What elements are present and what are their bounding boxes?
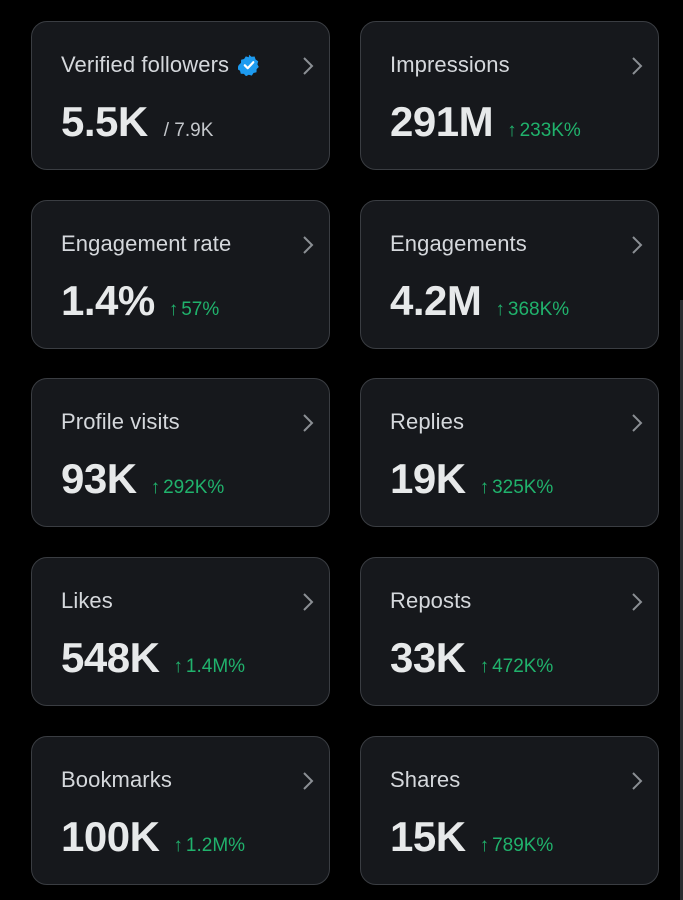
up-arrow-icon: ↑ (479, 477, 490, 498)
card-value-row: 548K ↑ 1.4M% (61, 634, 245, 682)
card-title-row: Likes (61, 588, 113, 614)
card-delta-value: 472K% (492, 656, 554, 677)
card-value: 1.4% (61, 277, 155, 324)
chevron-right-icon (301, 55, 315, 77)
card-value-row: 93K ↑ 292K% (61, 455, 224, 503)
up-arrow-icon: ↑ (173, 656, 183, 677)
up-arrow-icon: ↑ (495, 299, 505, 320)
card-profile-visits[interactable]: Profile visits 93K ↑ 292K% (31, 378, 330, 527)
card-title: Verified followers (61, 52, 230, 77)
chevron-right-icon (301, 412, 315, 434)
up-arrow-icon: ↑ (168, 299, 179, 320)
scrollbar[interactable] (680, 300, 683, 900)
card-delta: ↑ 57% (169, 299, 220, 321)
chevron-right-icon (630, 412, 644, 434)
card-title: Likes (61, 588, 113, 613)
card-title-row: Profile visits (61, 409, 180, 435)
card-title: Impressions (390, 52, 510, 77)
chevron-right-icon (301, 770, 315, 792)
card-shares[interactable]: Shares 15K ↑ 789K% (360, 736, 659, 885)
card-value: 100K (61, 813, 160, 860)
card-title: Bookmarks (61, 767, 172, 792)
card-title-row: Shares (390, 767, 460, 793)
card-value-row: 4.2M ↑ 368K% (390, 277, 569, 325)
card-delta-value: 292K% (163, 477, 225, 498)
card-delta-value: 233K% (519, 120, 581, 141)
card-title-row: Replies (390, 409, 464, 435)
card-delta: ↑ 325K% (480, 477, 554, 499)
chevron-right-icon (630, 234, 644, 256)
card-engagement-rate[interactable]: Engagement rate 1.4% ↑ 57% (31, 200, 330, 349)
card-title-row: Impressions (390, 52, 510, 78)
chevron-right-icon (301, 591, 315, 613)
up-arrow-icon: ↑ (507, 120, 517, 141)
card-title: Reposts (390, 588, 472, 613)
card-reposts[interactable]: Reposts 33K ↑ 472K% (360, 557, 659, 706)
card-delta: ↑ 472K% (480, 656, 554, 678)
card-delta: ↑ 789K% (480, 835, 554, 857)
card-title-row: Engagement rate (61, 231, 231, 257)
card-value-row: 100K ↑ 1.2M% (61, 813, 245, 861)
card-delta: ↑ 1.4M% (173, 656, 245, 678)
card-delta: ↑ 1.2M% (173, 835, 245, 857)
card-delta-value: 57% (181, 299, 220, 320)
card-value: 548K (61, 634, 160, 681)
up-arrow-icon: ↑ (173, 835, 183, 856)
chevron-right-icon (630, 591, 644, 613)
card-value: 15K (390, 813, 466, 860)
card-title-row: Verified followers (61, 52, 260, 78)
card-value: 4.2M (390, 277, 482, 324)
card-engagements[interactable]: Engagements 4.2M ↑ 368K% (360, 200, 659, 349)
card-sub-value: / 7.9K (163, 120, 214, 141)
card-title-row: Bookmarks (61, 767, 172, 793)
card-delta-value: 368K% (507, 299, 570, 320)
card-value-row: 33K ↑ 472K% (390, 634, 553, 682)
card-title: Replies (390, 409, 465, 434)
card-value: 5.5K (61, 98, 148, 145)
card-delta: ↑ 233K% (507, 120, 581, 142)
card-delta-value: 1.4M% (185, 656, 246, 677)
chevron-right-icon (630, 770, 644, 792)
card-value-row: 291M ↑ 233K% (390, 98, 581, 146)
card-value: 93K (61, 455, 137, 502)
card-title: Engagement rate (61, 231, 232, 256)
card-title-row: Engagements (390, 231, 527, 257)
card-value: 291M (390, 98, 494, 145)
card-delta: ↑ 368K% (495, 299, 569, 321)
card-value: 19K (390, 455, 466, 502)
up-arrow-icon: ↑ (479, 835, 490, 856)
card-value-row: 15K ↑ 789K% (390, 813, 553, 861)
up-arrow-icon: ↑ (150, 477, 161, 498)
card-delta-value: 789K% (492, 835, 554, 856)
chevron-right-icon (301, 234, 315, 256)
card-value-row: 19K ↑ 325K% (390, 455, 553, 503)
card-replies[interactable]: Replies 19K ↑ 325K% (360, 378, 659, 527)
chevron-right-icon (630, 55, 644, 77)
card-title: Profile visits (61, 409, 180, 434)
card-impressions[interactable]: Impressions 291M ↑ 233K% (360, 21, 659, 170)
card-title: Shares (390, 767, 461, 792)
card-verified-followers[interactable]: Verified followers 5.5K / 7.9K (31, 21, 330, 170)
card-title-row: Reposts (390, 588, 471, 614)
card-value-row: 1.4% ↑ 57% (61, 277, 219, 325)
card-delta: ↑ 292K% (151, 477, 225, 499)
card-delta-value: 1.2M% (185, 835, 246, 856)
verified-badge-icon (237, 54, 260, 77)
card-value: 33K (390, 634, 466, 681)
card-bookmarks[interactable]: Bookmarks 100K ↑ 1.2M% (31, 736, 330, 885)
card-title: Engagements (390, 231, 527, 256)
card-value-row: 5.5K / 7.9K (61, 98, 213, 146)
card-likes[interactable]: Likes 548K ↑ 1.4M% (31, 557, 330, 706)
up-arrow-icon: ↑ (479, 656, 490, 677)
card-delta-value: 325K% (492, 477, 554, 498)
